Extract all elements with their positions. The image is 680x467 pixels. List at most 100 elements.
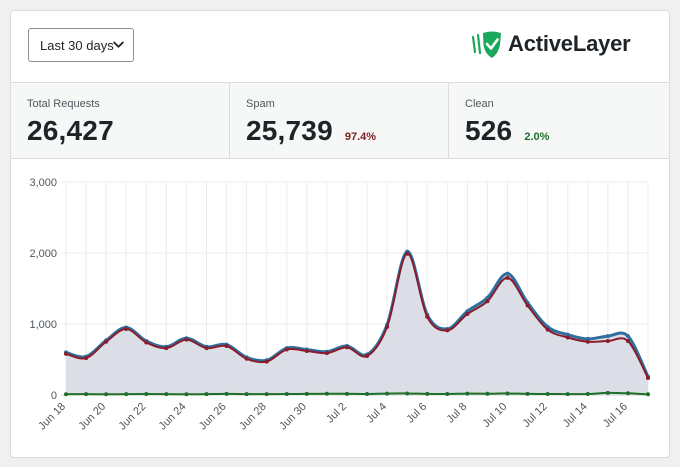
data-point <box>304 391 309 396</box>
data-point <box>625 334 630 339</box>
y-tick-label: 0 <box>51 390 57 402</box>
x-tick-label: Jun 30 <box>277 401 309 433</box>
y-tick-label: 1,000 <box>29 319 57 331</box>
data-point <box>244 356 249 361</box>
data-point <box>585 392 590 397</box>
data-point <box>405 391 410 396</box>
data-point <box>144 340 149 345</box>
activity-card: Last 30 days ActiveLayer Total Requests … <box>10 10 670 458</box>
stat-spam: Spam 25,739 97.4% <box>230 83 449 158</box>
data-point <box>204 392 209 397</box>
total-area-fill <box>66 251 648 395</box>
data-point <box>625 391 630 396</box>
x-tick-label: Jul 4 <box>364 401 389 426</box>
data-point <box>646 375 650 380</box>
data-point <box>124 392 129 397</box>
x-tick-label: Jun 24 <box>157 401 189 433</box>
data-point <box>545 327 550 332</box>
data-point <box>605 339 610 344</box>
shield-check-icon <box>471 31 501 58</box>
brand-logo: ActiveLayer <box>471 28 631 60</box>
data-point <box>425 314 430 319</box>
data-point <box>164 346 169 351</box>
x-tick-label: Jul 8 <box>445 401 470 426</box>
data-point <box>224 391 229 396</box>
data-point <box>104 339 109 344</box>
data-point <box>264 359 269 364</box>
data-point <box>505 391 510 396</box>
data-point <box>344 391 349 396</box>
brand-name: ActiveLayer <box>508 31 631 56</box>
stat-value: 25,739 <box>246 115 333 146</box>
data-point <box>144 392 149 397</box>
data-point <box>184 392 189 397</box>
x-tick-label: Jun 22 <box>117 401 149 433</box>
y-tick-label: 2,000 <box>29 248 57 260</box>
stat-clean: Clean 526 2.0% <box>449 83 668 158</box>
data-point <box>405 251 410 256</box>
data-point <box>84 356 89 361</box>
data-point <box>445 328 450 333</box>
data-point <box>485 391 490 396</box>
data-point <box>64 392 68 397</box>
data-point <box>304 348 309 353</box>
x-tick-label: Jul 6 <box>404 401 429 426</box>
data-point <box>605 334 610 339</box>
data-point <box>184 337 189 342</box>
data-point <box>124 326 129 331</box>
data-point <box>365 392 370 397</box>
stat-total-requests: Total Requests 26,427 <box>11 83 230 158</box>
data-point <box>244 392 249 397</box>
stat-value: 26,427 <box>27 115 114 146</box>
requests-chart: 0 1,000 2,000 3,000 Jun 18 Jun 20 Jun 22 Jun 24… <box>29 177 650 433</box>
y-tick-label: 3,000 <box>29 177 57 189</box>
data-point <box>565 332 570 337</box>
date-range-label: Last 30 days <box>40 37 114 53</box>
data-point <box>385 391 390 396</box>
x-tick-label: Jun 18 <box>36 401 68 433</box>
stat-label: Spam <box>246 98 275 110</box>
stat-percent: 2.0% <box>524 131 550 143</box>
chevron-down-icon <box>113 41 124 48</box>
data-point <box>264 392 269 397</box>
x-tick-label: Jul 10 <box>480 401 509 430</box>
data-point <box>585 339 590 344</box>
data-point <box>164 392 169 397</box>
data-point <box>465 391 470 396</box>
data-point <box>465 312 470 317</box>
stat-percent: 97.4% <box>344 131 377 143</box>
data-point <box>646 392 650 397</box>
data-point <box>344 345 349 350</box>
data-point <box>64 351 68 356</box>
data-point <box>204 346 209 351</box>
data-point <box>625 339 630 344</box>
x-tick-label: Jul 14 <box>561 401 590 430</box>
card-header: Last 30 days ActiveLayer <box>11 11 669 82</box>
data-point <box>505 275 510 280</box>
data-point <box>365 353 370 358</box>
date-range-dropdown[interactable]: Last 30 days <box>28 28 134 62</box>
data-point <box>84 392 89 397</box>
data-point <box>525 303 530 308</box>
data-point <box>545 392 550 397</box>
stat-label: Clean <box>465 98 494 110</box>
x-tick-label: Jul 12 <box>521 401 550 430</box>
x-tick-label: Jun 20 <box>76 401 108 433</box>
stat-label: Total Requests <box>27 98 100 110</box>
x-tick-label: Jul 2 <box>324 401 349 426</box>
data-point <box>605 390 610 395</box>
data-point <box>284 392 289 397</box>
data-point <box>585 336 590 341</box>
data-point <box>565 392 570 397</box>
data-point <box>385 324 390 329</box>
data-point <box>324 351 329 356</box>
x-tick-label: Jun 28 <box>237 401 269 433</box>
stats-bar: Total Requests 26,427 Spam 25,739 97.4% … <box>11 82 669 159</box>
data-point <box>224 344 229 349</box>
x-tick-label: Jul 16 <box>601 401 630 430</box>
data-point <box>324 391 329 396</box>
stat-value: 526 <box>465 115 513 146</box>
data-point <box>425 391 430 396</box>
data-point <box>505 271 510 276</box>
x-tick-label: Jun 26 <box>197 401 229 433</box>
